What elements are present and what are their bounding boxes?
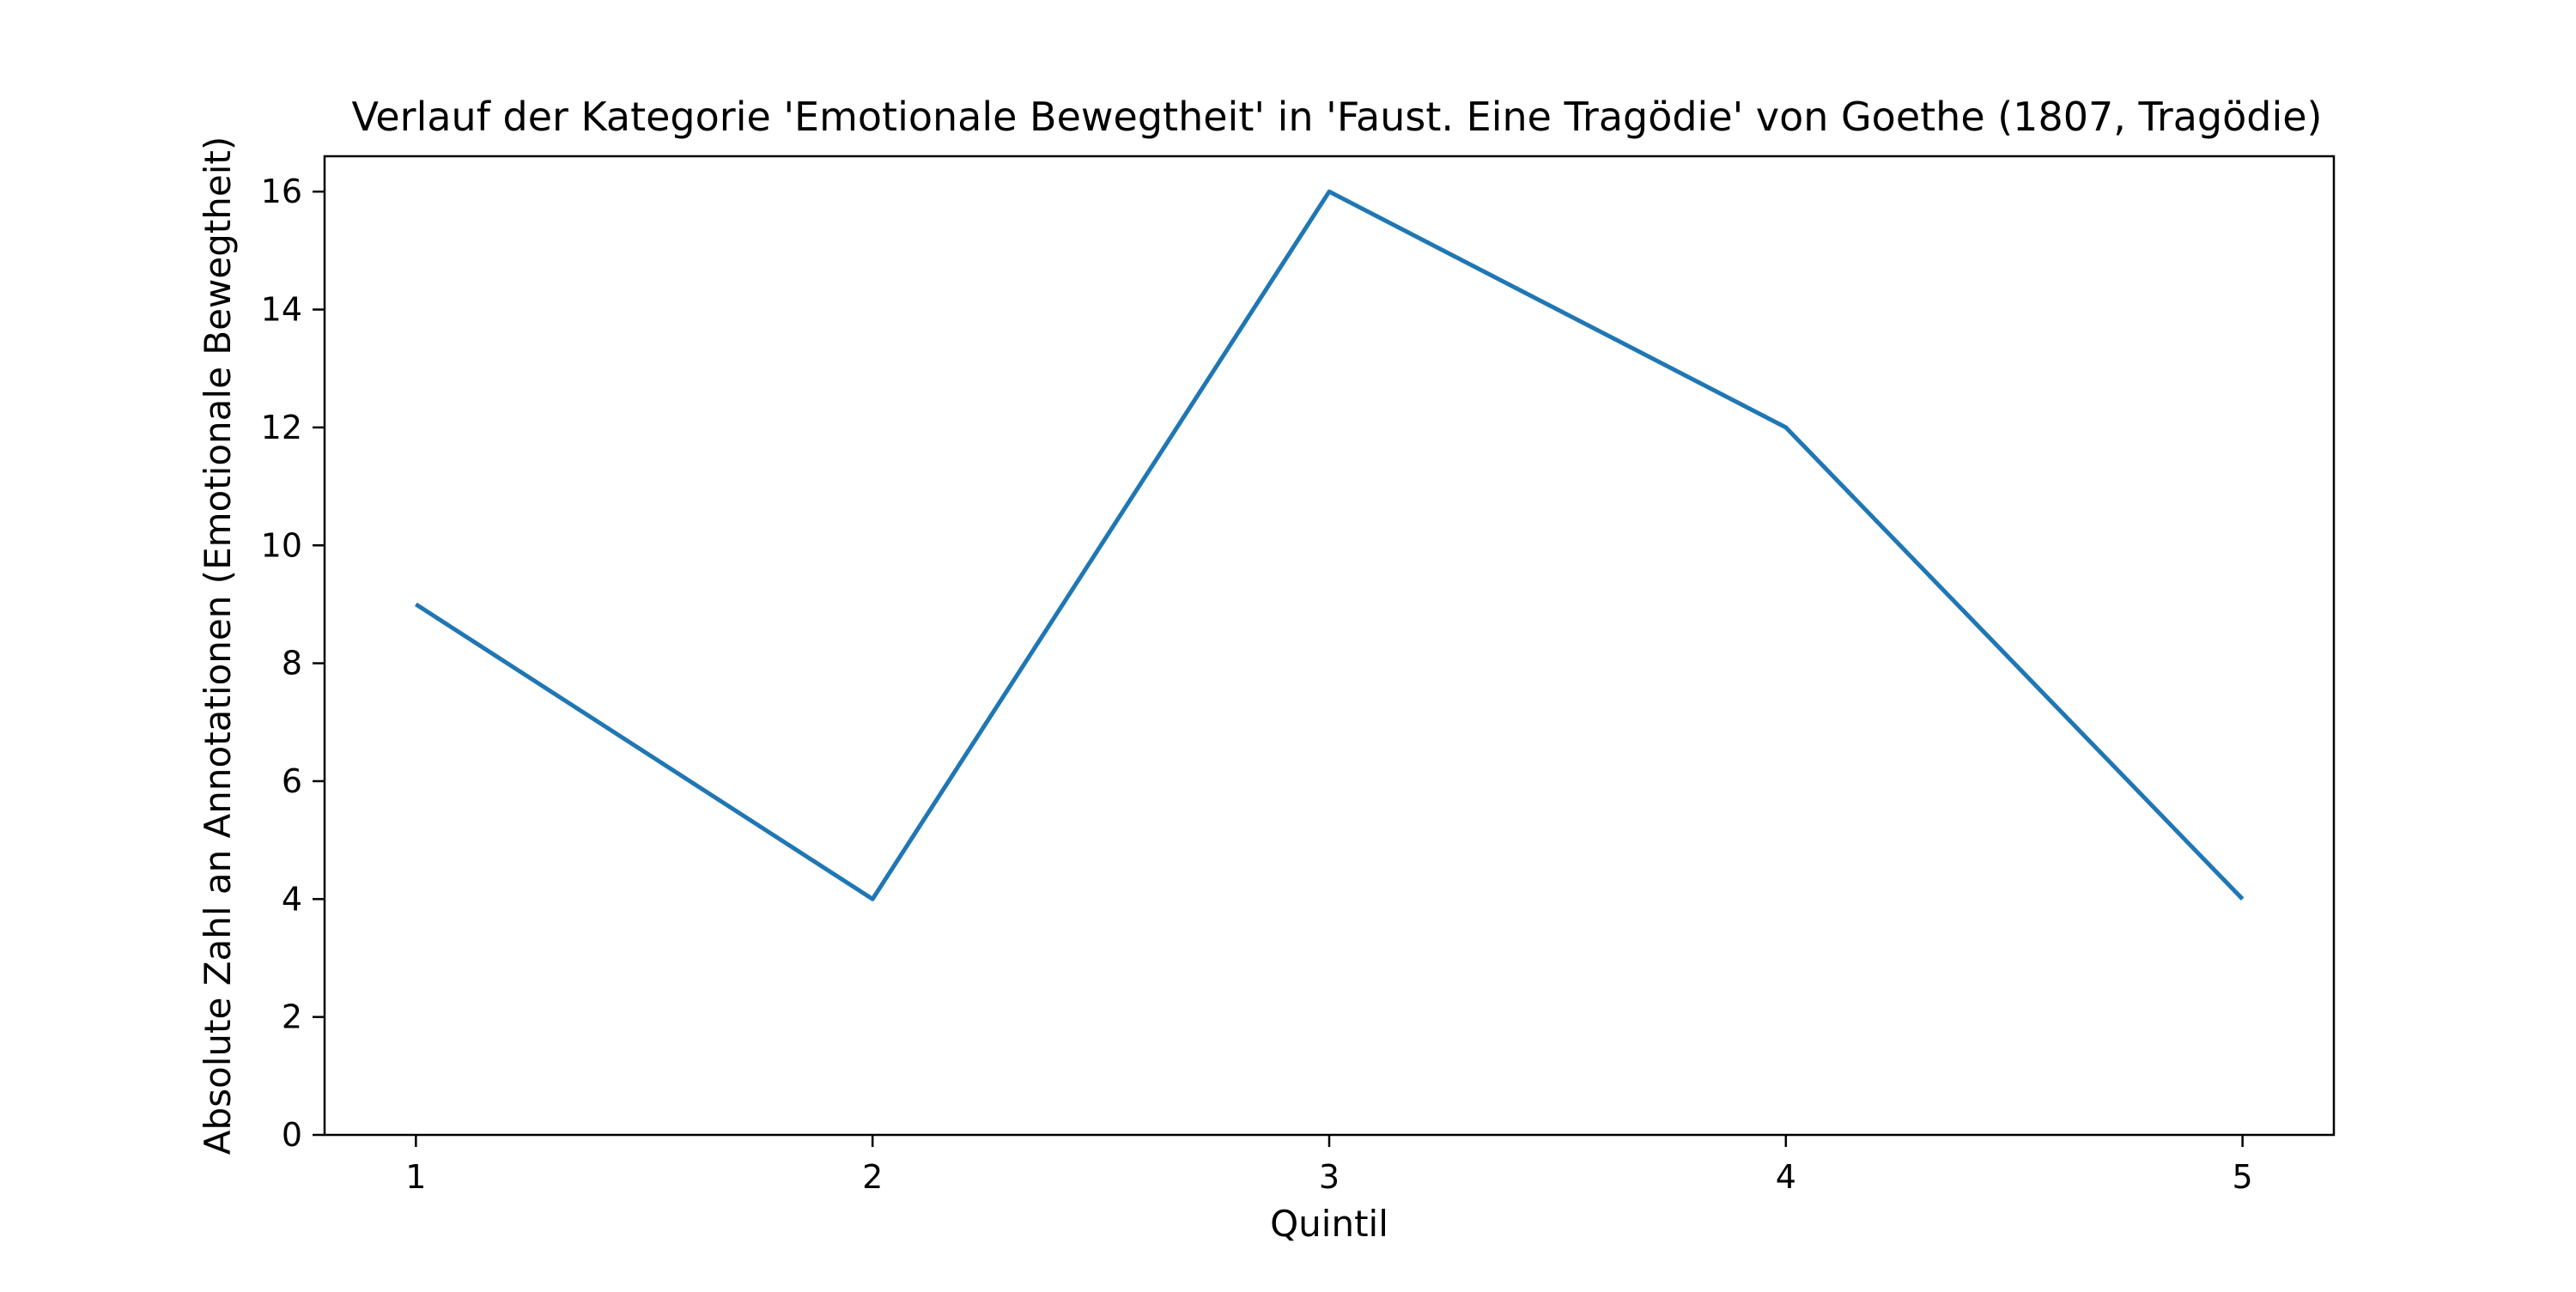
- x-tick-label: 1: [405, 1158, 426, 1196]
- x-axis: 1 2 3 4 5: [405, 1135, 2253, 1196]
- x-axis-label: Quintil: [1270, 1203, 1388, 1245]
- y-tick-label: 8: [282, 645, 302, 682]
- y-tick-label: 2: [282, 998, 302, 1036]
- x-tick-label: 2: [862, 1158, 883, 1196]
- y-tick-label: 4: [282, 880, 302, 918]
- x-tick-label: 3: [1319, 1158, 1340, 1196]
- x-tick-label: 5: [2233, 1158, 2253, 1196]
- y-axis-label: Absolute Zahl an Annotationen (Emotional…: [197, 136, 239, 1155]
- y-tick-label: 6: [282, 762, 302, 800]
- chart-title: Verlauf der Kategorie 'Emotionale Bewegt…: [351, 94, 2322, 140]
- plot-area: [415, 189, 2245, 901]
- y-tick-label: 10: [261, 526, 302, 564]
- series-line-0: [415, 189, 2245, 901]
- y-tick-label: 16: [261, 173, 302, 210]
- y-tick-label: 12: [261, 409, 302, 446]
- y-axis: 0 2 4 6 8 10 12 14 16: [261, 173, 325, 1154]
- x-tick-label: 4: [1776, 1158, 1796, 1196]
- y-tick-label: 14: [261, 291, 302, 329]
- y-tick-label: 0: [282, 1116, 302, 1154]
